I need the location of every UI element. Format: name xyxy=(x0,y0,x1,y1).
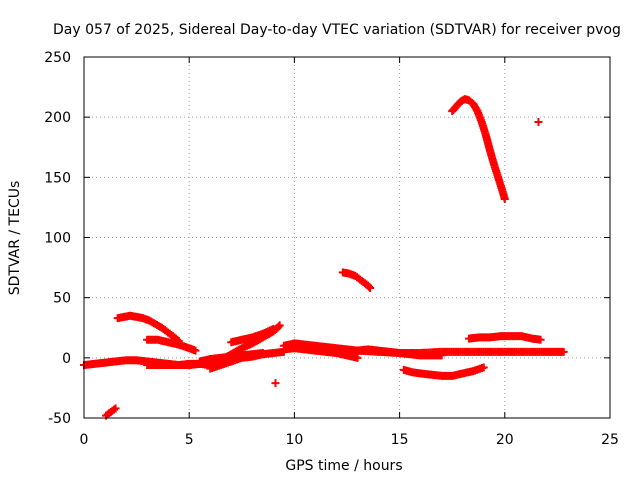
y-tick-label: -50 xyxy=(48,411,71,427)
series-arc-16-to-19 xyxy=(465,332,545,344)
data-point xyxy=(269,324,278,333)
series-arc-flat-5 xyxy=(353,346,568,358)
axis-ticks: 0 5 10 15 20 25 -50 0 50 100 150 200 250 xyxy=(44,50,619,448)
series-arc-high-peak xyxy=(448,95,509,203)
x-axis-label: GPS time / hours xyxy=(285,458,402,474)
data-point xyxy=(258,349,267,358)
grid xyxy=(84,57,610,418)
series-arc-9-to-13 xyxy=(279,344,362,362)
data-point xyxy=(111,404,120,413)
series-arc-15-to-5 xyxy=(143,335,200,355)
y-tick-label: 0 xyxy=(62,351,71,367)
series-arc-upper-7 xyxy=(227,324,278,347)
data-point xyxy=(559,347,568,356)
series-point-196 xyxy=(534,117,543,126)
x-tick-label: 15 xyxy=(391,432,409,448)
y-axis-label: SDTVAR / TECUs xyxy=(7,181,23,296)
data-point xyxy=(109,405,118,414)
x-tick-label: 5 xyxy=(185,432,194,448)
y-tick-label: 100 xyxy=(44,231,71,247)
series-point-neg20 xyxy=(271,379,280,388)
data-point xyxy=(366,284,375,293)
series-arc-dip-neg15 xyxy=(399,363,488,380)
y-tick-label: 250 xyxy=(44,50,71,66)
data-point xyxy=(500,194,509,203)
series-arc-neg45 xyxy=(102,404,120,420)
chart-title: Day 057 of 2025, Sidereal Day-to-day VTE… xyxy=(53,22,621,38)
data-point xyxy=(536,335,545,344)
x-tick-label: 20 xyxy=(496,432,514,448)
plot-frame xyxy=(83,56,611,419)
y-tick-label: 50 xyxy=(53,291,71,307)
series-arc-70-to-58 xyxy=(338,268,375,293)
x-tick-label: 25 xyxy=(601,432,619,448)
y-tick-label: 200 xyxy=(44,110,71,126)
data-points xyxy=(80,95,568,420)
data-point xyxy=(191,346,200,355)
data-point xyxy=(365,282,374,291)
data-point xyxy=(534,117,543,126)
x-tick-label: 10 xyxy=(285,432,303,448)
data-point xyxy=(271,379,280,388)
data-point xyxy=(275,321,284,330)
series-arc-low-mid xyxy=(195,349,267,366)
x-tick-label: 0 xyxy=(80,432,89,448)
data-point xyxy=(479,363,488,372)
data-point xyxy=(274,322,283,331)
data-point xyxy=(353,353,362,362)
y-tick-label: 150 xyxy=(44,170,71,186)
